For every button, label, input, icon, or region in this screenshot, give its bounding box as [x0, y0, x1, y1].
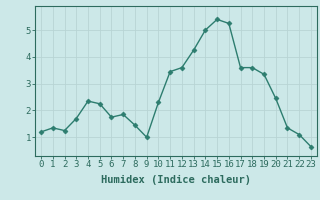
- X-axis label: Humidex (Indice chaleur): Humidex (Indice chaleur): [101, 175, 251, 185]
